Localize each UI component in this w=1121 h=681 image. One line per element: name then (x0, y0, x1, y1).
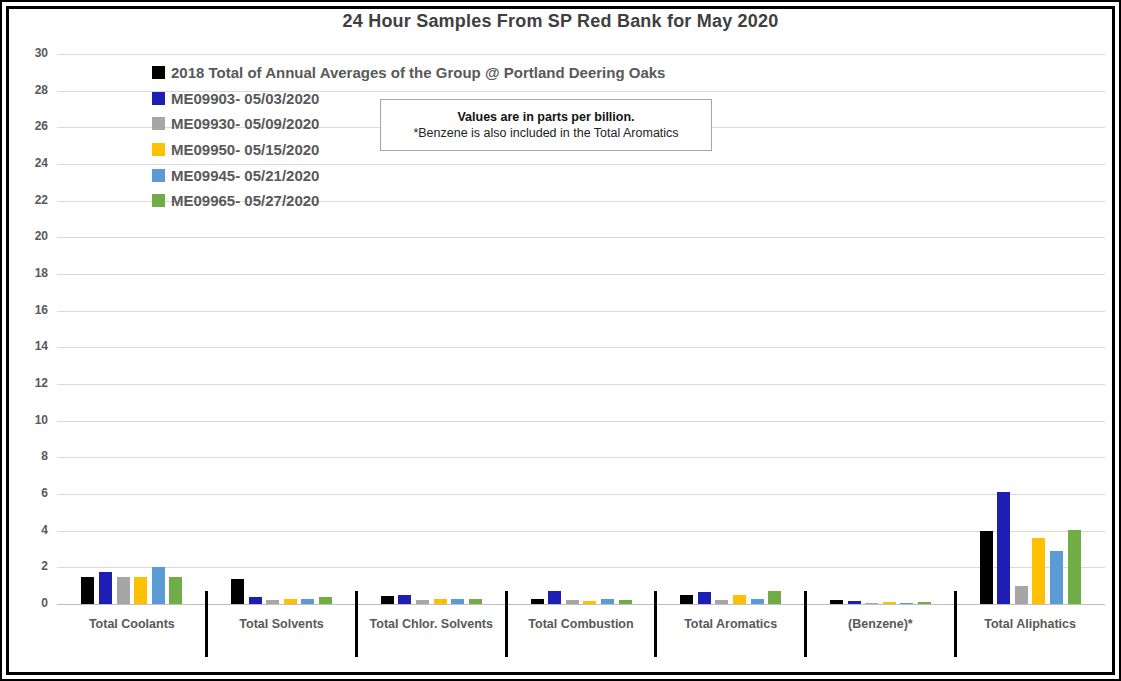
y-axis-tick-label: 14 (8, 339, 48, 353)
bar-total-coolants-s5 (152, 567, 165, 604)
bar--benzene--s4 (883, 602, 896, 604)
legend-label: ME09945- 05/21/2020 (171, 167, 319, 184)
bar-total-aliphatics-s1 (980, 531, 993, 604)
annotation-box: Values are in parts per billion. *Benzen… (380, 99, 712, 151)
y-axis-tick-label: 16 (8, 303, 48, 317)
bar-total-solvents-s3 (266, 600, 279, 604)
bar-total-coolants-s2 (99, 572, 112, 604)
legend-swatch-icon (152, 92, 165, 105)
bar-total-chlor-solvents-s1 (381, 596, 394, 604)
legend-entry: 2018 Total of Annual Averages of the Gro… (152, 60, 665, 86)
annotation-line-1: Values are in parts per billion. (381, 110, 711, 124)
bar-total-combustion-s2 (548, 591, 561, 604)
y-axis-tick-label: 18 (8, 266, 48, 280)
bar-total-solvents-s1 (231, 579, 244, 604)
bar-total-aromatics-s5 (751, 599, 764, 605)
chart-container: 24 Hour Samples From SP Red Bank for May… (0, 0, 1121, 681)
bar-total-aromatics-s1 (680, 595, 693, 604)
bar-total-solvents-s2 (249, 597, 262, 604)
x-axis-category-label: (Benzene)* (806, 617, 956, 631)
legend-swatch-icon (152, 143, 165, 156)
bar-total-aromatics-s3 (715, 600, 728, 604)
gridline (57, 457, 1105, 458)
y-axis-tick-label: 12 (8, 376, 48, 390)
bar--benzene--s3 (865, 603, 878, 604)
bar-total-aliphatics-s2 (997, 492, 1010, 604)
annotation-line-2: *Benzene is also included in the Total A… (381, 126, 711, 140)
y-axis-tick-label: 8 (8, 449, 48, 463)
bar-total-chlor-solvents-s3 (416, 600, 429, 604)
legend-swatch-icon (152, 169, 165, 182)
bar-total-chlor-solvents-s5 (451, 599, 464, 605)
gridline (57, 237, 1105, 238)
legend-swatch-icon (152, 194, 165, 207)
x-axis-category-label: Total Chlor. Solvents (356, 617, 506, 631)
legend-label: 2018 Total of Annual Averages of the Gro… (171, 64, 665, 81)
bar-total-solvents-s6 (319, 597, 332, 604)
legend-entry: ME09965- 05/27/2020 (152, 188, 665, 214)
x-axis-category-label: Total Aliphatics (955, 617, 1105, 631)
legend-label: ME09965- 05/27/2020 (171, 192, 319, 209)
bar-total-chlor-solvents-s2 (398, 595, 411, 604)
bar-total-aliphatics-s4 (1032, 538, 1045, 604)
bar-total-coolants-s4 (134, 577, 147, 605)
bar-total-aliphatics-s5 (1050, 551, 1063, 604)
y-axis-tick-label: 4 (8, 523, 48, 537)
gridline (57, 384, 1105, 385)
bar-total-solvents-s4 (284, 599, 297, 605)
x-axis-category-label: Total Solvents (207, 617, 357, 631)
gridline (57, 347, 1105, 348)
bar-total-combustion-s5 (601, 599, 614, 604)
gridline (57, 421, 1105, 422)
x-axis-category-label: Total Aromatics (656, 617, 806, 631)
bar-total-chlor-solvents-s6 (469, 599, 482, 604)
bar-total-aliphatics-s6 (1068, 530, 1081, 604)
gridline (57, 531, 1105, 532)
bar-total-aliphatics-s3 (1015, 586, 1028, 604)
bar-total-coolants-s1 (81, 577, 94, 604)
gridline (57, 494, 1105, 495)
bar-total-aromatics-s6 (768, 591, 781, 604)
gridline (57, 311, 1105, 312)
y-axis-tick-label: 20 (8, 229, 48, 243)
bar-total-combustion-s4 (583, 601, 596, 604)
bar-total-combustion-s6 (619, 600, 632, 604)
legend-swatch-icon (152, 117, 165, 130)
y-axis-tick-label: 28 (8, 83, 48, 97)
bar--benzene--s6 (918, 602, 931, 604)
y-axis-tick-label: 0 (8, 596, 48, 610)
bar-total-solvents-s5 (301, 599, 314, 604)
bar-total-aromatics-s4 (733, 595, 746, 604)
bar-total-aromatics-s2 (698, 592, 711, 604)
gridline (57, 274, 1105, 275)
y-axis-tick-label: 26 (8, 119, 48, 133)
bar-total-coolants-s6 (169, 577, 182, 604)
y-axis-tick-label: 22 (8, 193, 48, 207)
bar--benzene--s5 (900, 603, 913, 604)
x-axis-category-label: Total Coolants (57, 617, 207, 631)
gridline (57, 567, 1105, 568)
gridline (57, 54, 1105, 55)
legend-swatch-icon (152, 66, 165, 79)
x-axis-category-label: Total Combustion (506, 617, 656, 631)
legend-label: ME09950- 05/15/2020 (171, 141, 319, 158)
bar-total-combustion-s3 (566, 600, 579, 604)
y-axis-tick-label: 30 (8, 46, 48, 60)
legend-entry: ME09945- 05/21/2020 (152, 162, 665, 188)
legend-label: ME09930- 05/09/2020 (171, 115, 319, 132)
bar--benzene--s1 (830, 600, 843, 604)
x-axis-line (57, 604, 1105, 605)
legend-label: ME09903- 05/03/2020 (171, 90, 319, 107)
y-axis-tick-label: 24 (8, 156, 48, 170)
bar-total-chlor-solvents-s4 (434, 599, 447, 605)
y-axis-tick-label: 10 (8, 413, 48, 427)
bar--benzene--s2 (848, 601, 861, 604)
bar-total-combustion-s1 (531, 599, 544, 605)
y-axis-tick-label: 2 (8, 559, 48, 573)
y-axis-tick-label: 6 (8, 486, 48, 500)
bar-total-coolants-s3 (117, 577, 130, 604)
